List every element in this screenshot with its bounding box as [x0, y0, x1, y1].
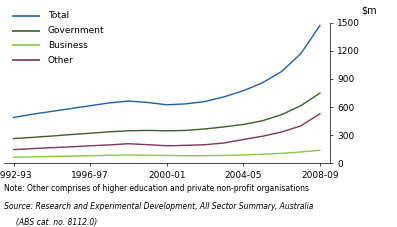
Text: Note: Other comprises of higher education and private non-profit organisations: Note: Other comprises of higher educatio… [4, 184, 309, 193]
Text: Total: Total [48, 11, 69, 20]
Text: (ABS cat. no. 8112.0): (ABS cat. no. 8112.0) [4, 218, 97, 227]
Text: Other: Other [48, 56, 73, 65]
Text: Government: Government [48, 26, 104, 35]
Y-axis label: $m: $m [361, 6, 376, 16]
Text: Source: Research and Experimental Development, All Sector Summary, Australia: Source: Research and Experimental Develo… [4, 202, 313, 211]
Text: Business: Business [48, 41, 87, 50]
